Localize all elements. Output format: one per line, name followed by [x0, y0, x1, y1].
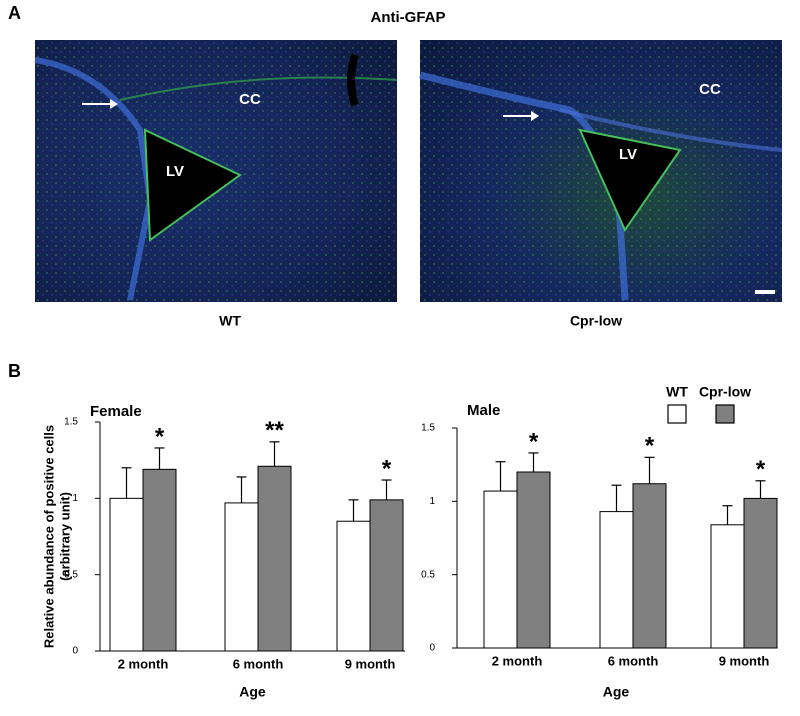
micrograph: [419, 40, 783, 302]
region-label: LV: [166, 163, 184, 180]
image-caption: Cpr-low: [570, 313, 622, 329]
y-tick-label: 0: [72, 646, 78, 657]
x-tick-label: 9 month: [345, 656, 396, 671]
panel-title: Anti-GFAP: [371, 9, 446, 26]
bar: [483, 490, 518, 649]
legend-swatch: [667, 404, 687, 424]
y-tick-label: 0: [429, 643, 435, 654]
bar: [336, 520, 371, 652]
significance-label: *: [382, 455, 392, 482]
region-label: CC: [239, 91, 261, 108]
x-tick-label: 2 month: [118, 656, 169, 671]
significance-label: *: [529, 428, 539, 455]
significance-label: *: [155, 423, 165, 450]
y-tick-label: 1: [72, 493, 78, 504]
significance-label: *: [756, 456, 766, 483]
bar: [224, 502, 259, 652]
bar: [743, 497, 778, 649]
x-tick-label: 6 month: [233, 656, 284, 671]
chart-title: Male: [467, 402, 500, 419]
x-tick-label: 2 month: [492, 653, 543, 668]
x-tick-label: 6 month: [608, 653, 659, 668]
bar: [369, 499, 404, 652]
bar: [516, 471, 551, 649]
micrograph: [34, 40, 398, 302]
bar: [710, 524, 745, 649]
x-axis-label: Age: [603, 684, 630, 700]
panel-label: B: [8, 361, 21, 381]
region-label: CC: [699, 81, 721, 98]
y-tick-label: 0.5: [421, 569, 435, 580]
y-axis-label: (arbitrary unit): [57, 492, 72, 581]
x-axis-label: Age: [239, 684, 266, 700]
bar: [142, 468, 177, 652]
bar: [599, 511, 634, 649]
region-label: LV: [619, 146, 637, 163]
bar: [257, 465, 292, 652]
y-tick-label: 1.5: [64, 417, 78, 428]
image-caption: WT: [219, 313, 241, 329]
y-axis-label: Relative abundance of positive cells: [41, 425, 56, 648]
legend-label: Cpr-low: [699, 384, 751, 400]
panel-label: A: [8, 3, 21, 23]
y-tick-label: 1: [429, 496, 435, 507]
y-tick-label: 0.5: [64, 569, 78, 580]
significance-label: *: [645, 433, 655, 460]
legend-label: WT: [666, 384, 688, 400]
legend-swatch: [715, 404, 735, 424]
x-tick-label: 9 month: [719, 653, 770, 668]
bar: [632, 483, 667, 649]
significance-label: **: [265, 417, 284, 444]
chart-title: Female: [90, 403, 142, 420]
bar: [109, 497, 144, 652]
y-tick-label: 1.5: [421, 423, 435, 434]
